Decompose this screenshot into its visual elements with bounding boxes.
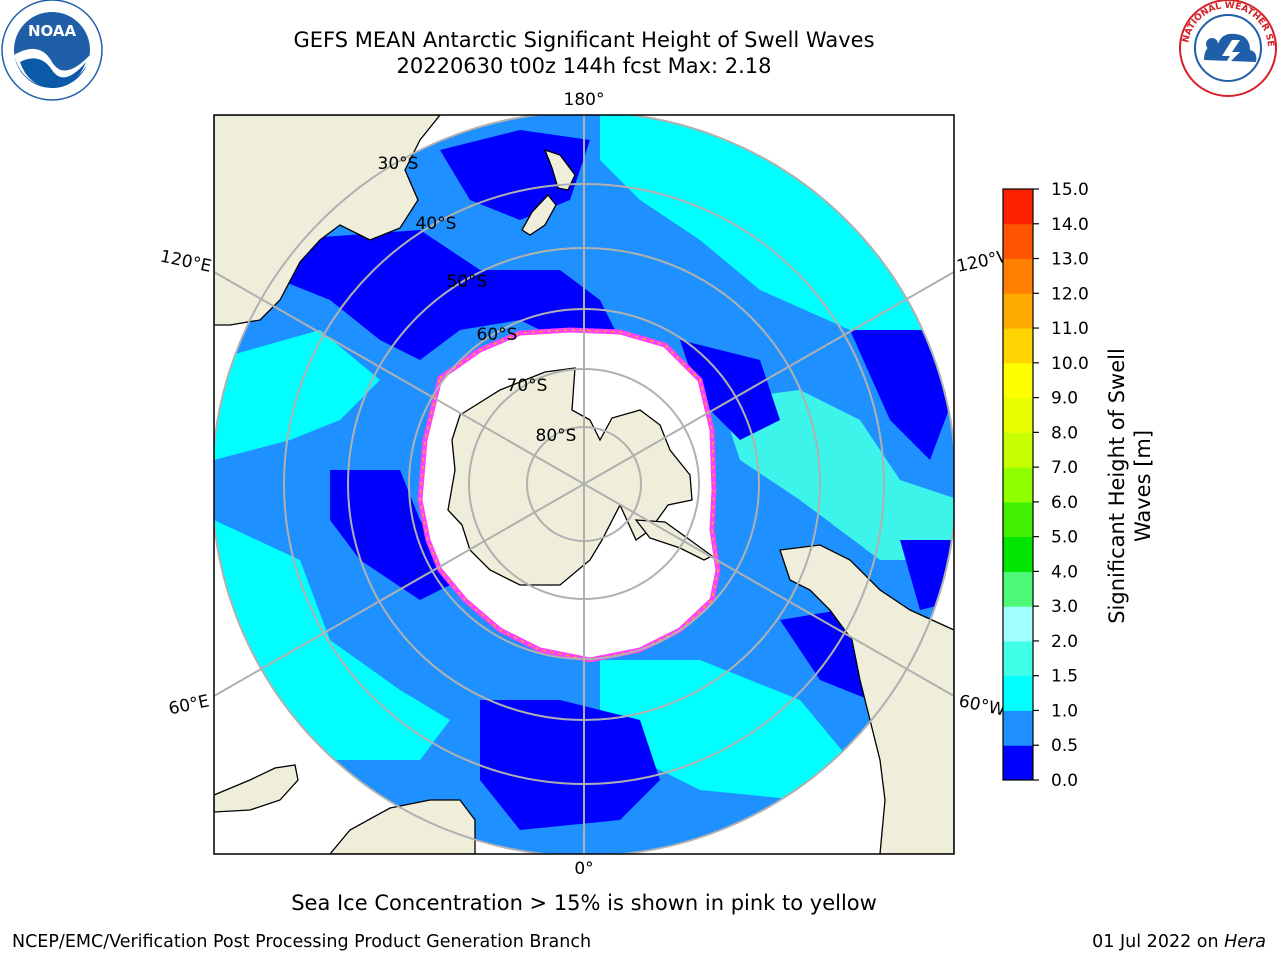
colorbar-tick-label: 11.0 (1051, 319, 1089, 339)
colorbar-swatch (1003, 223, 1033, 260)
parallel-label-40s: 40°S (416, 214, 457, 234)
colorbar-swatch (1003, 710, 1033, 746)
chart-title: GEFS MEAN Antarctic Significant Height o… (293, 28, 875, 52)
colorbar-tick-label: 3.0 (1051, 597, 1078, 617)
chart-subtitle: 20220630 t00z 144h fcst Max: 2.18 (396, 54, 772, 78)
colorbar-swatch (1003, 536, 1033, 572)
colorbar-tick-label: 2.0 (1051, 632, 1078, 652)
footer-credit: NCEP/EMC/Verification Post Processing Pr… (12, 932, 592, 952)
colorbar-swatch (1003, 397, 1033, 433)
land-south-america (779, 544, 954, 854)
land-madagascar (214, 764, 299, 813)
colorbar-swatch (1003, 328, 1033, 364)
colorbar-tick-label: 15.0 (1051, 180, 1089, 200)
colorbar-tick-label: 4.0 (1051, 562, 1078, 582)
footer-host: Hera (1224, 932, 1266, 952)
colorbar-swatch (1003, 501, 1033, 538)
land-africa (329, 799, 476, 854)
colorbar-swatch (1003, 640, 1033, 677)
colorbar-swatch (1003, 467, 1033, 503)
graticule (214, 115, 954, 854)
colorbar-tick-label: 0.0 (1051, 771, 1078, 791)
colorbar-swatch (1003, 189, 1033, 225)
parallel-label-80s: 80°S (536, 426, 577, 446)
colorbar-tick-label: 7.0 (1051, 458, 1078, 478)
map-frame (213, 114, 955, 855)
colorbar-tick-label: 12.0 (1051, 284, 1089, 304)
nws-logo: NATIONAL WEATHER SERVICE (1176, 0, 1277, 97)
colorbar-label-line2: Waves [m] (1131, 430, 1155, 542)
colorbar-tick-label: 14.0 (1051, 215, 1089, 235)
sea-ice-note: Sea Ice Concentration > 15% is shown in … (291, 891, 877, 915)
meridian-label-120e: 120°E (158, 247, 213, 277)
land-antarctic-peninsula (634, 519, 714, 561)
parallel-label-50s: 50°S (447, 272, 488, 292)
colorbar-swatch (1003, 362, 1033, 399)
colorbar-swatch (1003, 293, 1033, 329)
meridian-label-180: 180° (564, 90, 605, 110)
parallel-label-30s: 30°S (378, 154, 419, 174)
colorbar-frame (1002, 188, 1034, 781)
colorbar-tick-label: 8.0 (1051, 423, 1078, 443)
land-australia (214, 115, 441, 326)
colorbar-tick-label: 1.0 (1051, 701, 1078, 721)
colorbar-tick-label: 5.0 (1051, 528, 1078, 548)
noaa-logo-text: NOAA (28, 22, 77, 40)
colorbar-swatch (1003, 432, 1033, 468)
meridian-label-0: 0° (574, 859, 593, 879)
noaa-logo: NOAA (1, 0, 103, 101)
parallel-label-70s: 70°S (507, 376, 548, 396)
colorbar-swatch (1003, 571, 1033, 607)
meridian-label-60w: 60°W (957, 691, 1007, 720)
colorbar-label-line1: Significant Height of Swell (1105, 348, 1129, 624)
footer-date-text: 01 Jul 2022 on (1092, 932, 1225, 952)
colorbar-tick-label: 10.0 (1051, 354, 1089, 374)
land-new-zealand (521, 148, 576, 236)
parallel-label-60s: 60°S (477, 325, 518, 345)
footer-date: 01 Jul 2022 on Hera (1092, 932, 1266, 952)
colorbar-tick-label: 1.5 (1051, 667, 1078, 687)
colorbar-swatch (1003, 745, 1033, 781)
colorbar-swatch (1003, 258, 1033, 294)
colorbar-tick-label: 6.0 (1051, 493, 1078, 513)
colorbar: 0.0 0.5 1.0 1.5 2.0 3.0 4.0 5.0 6.0 7.0 8.0 9.0 10.0… (1002, 180, 1089, 791)
colorbar-swatch (1003, 606, 1033, 642)
meridian-label-60e: 60°E (167, 691, 211, 719)
colorbar-tick-label: 9.0 (1051, 389, 1078, 409)
colorbar-tick-label: 13.0 (1051, 250, 1089, 270)
colorbar-swatch (1003, 675, 1033, 711)
colorbar-tick-label: 0.5 (1051, 736, 1078, 756)
